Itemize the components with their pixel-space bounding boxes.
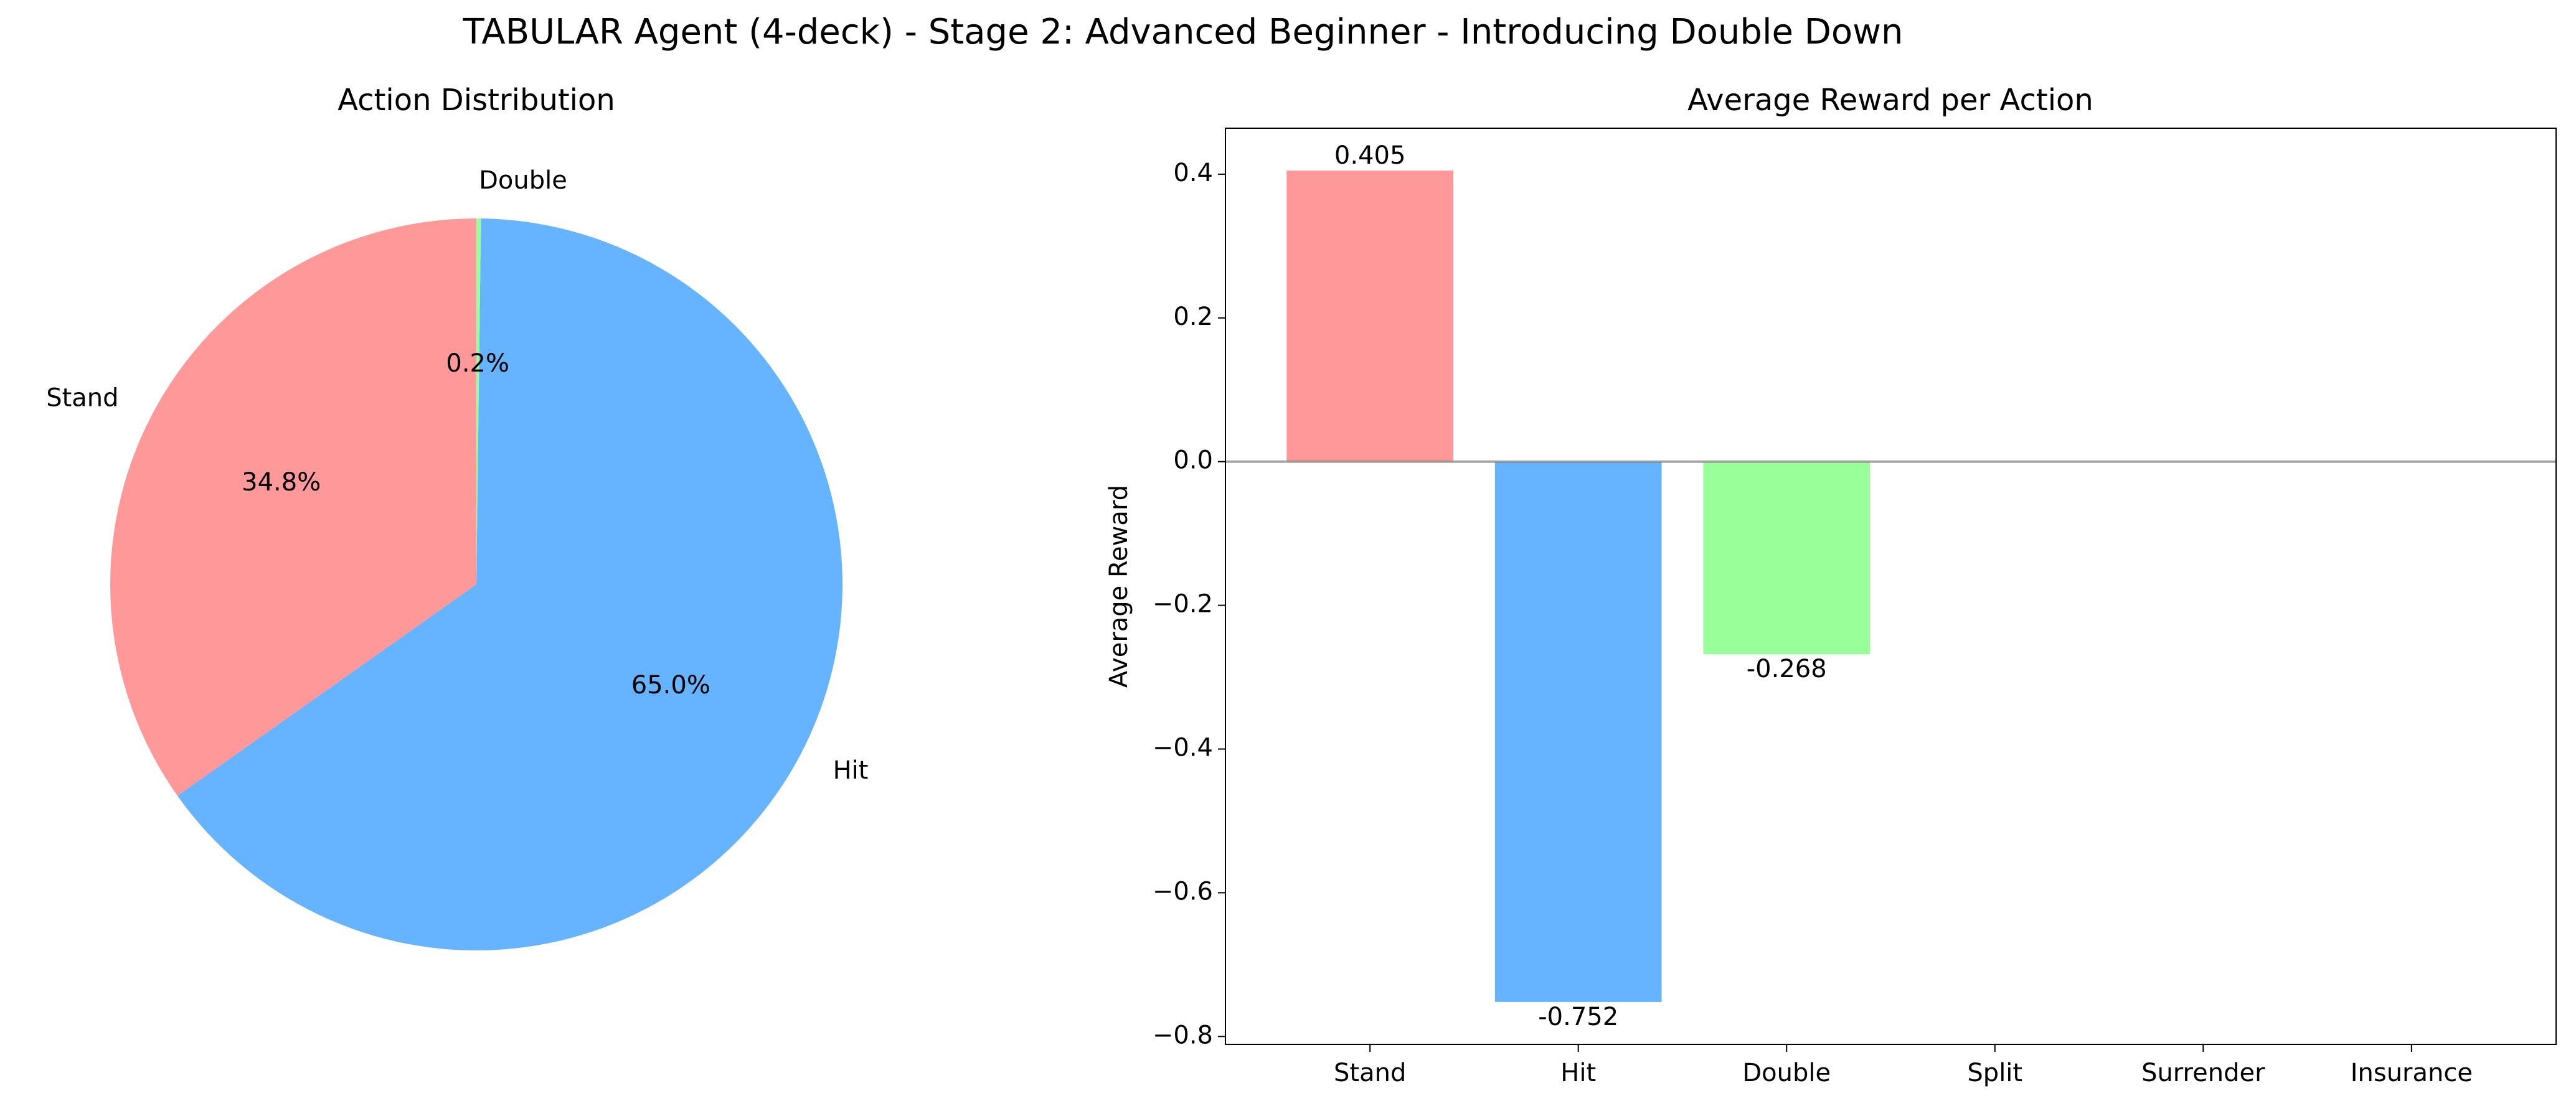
y-axis-label: Average Reward <box>1105 485 1133 688</box>
y-tick-label: 0.0 <box>1173 446 1213 475</box>
x-tick-label: Stand <box>1334 1059 1406 1087</box>
slice-percent: 65.0% <box>631 671 710 700</box>
figure-title: TABULAR Agent (4-deck) - Stage 2: Advanc… <box>463 12 1904 52</box>
slice-label: Hit <box>833 756 869 785</box>
y-tick-label: 0.4 <box>1173 159 1213 187</box>
bar-value-label: -0.752 <box>1538 1003 1618 1031</box>
y-tick-label: −0.6 <box>1153 877 1213 906</box>
bar-title: Average Reward per Action <box>1687 83 2093 118</box>
pie-slice <box>110 218 476 796</box>
bar-value-label: 0.405 <box>1334 141 1406 170</box>
y-tick-label: −0.8 <box>1153 1021 1213 1049</box>
bar <box>1286 171 1453 462</box>
x-tick-label: Insurance <box>2351 1059 2473 1087</box>
x-tick-label: Hit <box>1560 1059 1596 1087</box>
y-tick-label: 0.2 <box>1173 302 1213 331</box>
bar-value-label: -0.268 <box>1747 655 1827 683</box>
slice-percent: 34.8% <box>242 468 321 497</box>
x-tick-label: Surrender <box>2141 1059 2265 1087</box>
bar <box>1703 461 1871 655</box>
plot-frame <box>1225 128 2557 1045</box>
x-tick-label: Double <box>1742 1059 1831 1087</box>
x-tick-label: Split <box>1967 1059 2022 1087</box>
slice-label: Stand <box>46 384 118 413</box>
pie-slice <box>476 218 481 584</box>
bar <box>1494 461 1662 1002</box>
y-tick-label: −0.2 <box>1153 590 1213 619</box>
slice-label: Double <box>479 166 567 195</box>
slice-percent: 0.2% <box>446 349 509 378</box>
pie-title: Action Distribution <box>337 83 615 118</box>
pie-slice <box>177 218 842 951</box>
y-tick-label: −0.4 <box>1153 733 1213 762</box>
